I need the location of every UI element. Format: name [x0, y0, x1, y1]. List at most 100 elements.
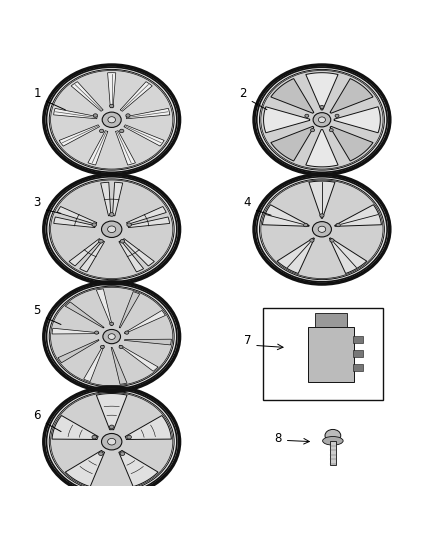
Ellipse shape	[102, 112, 121, 127]
Polygon shape	[119, 345, 158, 371]
Ellipse shape	[110, 213, 114, 216]
Ellipse shape	[261, 70, 383, 169]
Polygon shape	[120, 82, 152, 111]
Ellipse shape	[50, 392, 173, 491]
Polygon shape	[271, 126, 314, 161]
Polygon shape	[108, 72, 116, 108]
Polygon shape	[124, 310, 166, 334]
Ellipse shape	[325, 430, 341, 442]
Polygon shape	[306, 72, 338, 110]
Polygon shape	[84, 345, 104, 382]
Text: 3: 3	[34, 197, 41, 209]
Ellipse shape	[254, 174, 390, 284]
Ellipse shape	[126, 114, 130, 117]
Ellipse shape	[92, 223, 96, 227]
Polygon shape	[124, 125, 164, 146]
Ellipse shape	[254, 65, 390, 174]
Polygon shape	[127, 206, 166, 224]
Polygon shape	[54, 217, 95, 228]
Ellipse shape	[335, 114, 339, 117]
Ellipse shape	[103, 329, 120, 344]
Ellipse shape	[320, 214, 324, 217]
Ellipse shape	[108, 439, 116, 445]
Polygon shape	[65, 302, 104, 328]
Ellipse shape	[108, 226, 116, 232]
Ellipse shape	[313, 112, 331, 127]
Ellipse shape	[311, 128, 314, 132]
Polygon shape	[116, 131, 135, 165]
Ellipse shape	[336, 223, 340, 227]
Ellipse shape	[312, 222, 332, 237]
Ellipse shape	[320, 106, 324, 109]
Ellipse shape	[119, 345, 123, 349]
Text: 5: 5	[34, 304, 41, 317]
Ellipse shape	[110, 322, 114, 325]
Bar	[308, 327, 354, 382]
Polygon shape	[334, 107, 380, 133]
Ellipse shape	[318, 226, 326, 232]
Ellipse shape	[310, 239, 314, 242]
Polygon shape	[119, 450, 158, 487]
Ellipse shape	[329, 128, 333, 132]
Polygon shape	[271, 78, 314, 113]
Ellipse shape	[125, 331, 129, 334]
Ellipse shape	[44, 174, 180, 284]
Polygon shape	[125, 416, 171, 440]
Ellipse shape	[127, 223, 131, 227]
Ellipse shape	[120, 239, 125, 243]
Ellipse shape	[50, 180, 173, 279]
Ellipse shape	[127, 435, 131, 439]
Ellipse shape	[261, 180, 383, 279]
Polygon shape	[119, 292, 140, 328]
Polygon shape	[53, 108, 97, 119]
Polygon shape	[309, 181, 335, 219]
Polygon shape	[128, 217, 170, 228]
Ellipse shape	[304, 223, 308, 227]
Ellipse shape	[318, 117, 325, 123]
Ellipse shape	[92, 435, 96, 439]
Text: 4: 4	[244, 197, 251, 209]
Polygon shape	[119, 241, 144, 272]
Ellipse shape	[120, 129, 124, 133]
Ellipse shape	[108, 117, 116, 123]
Bar	[315, 313, 347, 327]
Ellipse shape	[102, 221, 122, 238]
Polygon shape	[124, 339, 171, 345]
Ellipse shape	[93, 114, 98, 117]
Ellipse shape	[99, 452, 103, 456]
Ellipse shape	[44, 282, 180, 391]
Ellipse shape	[120, 452, 125, 456]
Polygon shape	[52, 328, 99, 334]
Polygon shape	[306, 130, 338, 167]
Text: 8: 8	[275, 432, 282, 445]
Bar	[353, 336, 363, 343]
Polygon shape	[69, 239, 101, 266]
Text: 1: 1	[33, 87, 41, 100]
Ellipse shape	[44, 65, 180, 174]
Ellipse shape	[99, 239, 103, 243]
Ellipse shape	[110, 425, 114, 429]
Polygon shape	[335, 205, 381, 227]
Polygon shape	[111, 348, 127, 384]
Polygon shape	[277, 238, 314, 273]
Ellipse shape	[330, 239, 334, 242]
Polygon shape	[126, 108, 170, 119]
Bar	[353, 364, 363, 370]
Polygon shape	[96, 393, 127, 430]
Polygon shape	[262, 205, 309, 227]
Polygon shape	[329, 238, 367, 273]
Bar	[330, 441, 336, 465]
Polygon shape	[88, 131, 108, 165]
Ellipse shape	[102, 433, 122, 450]
Ellipse shape	[44, 387, 180, 496]
Ellipse shape	[95, 331, 99, 334]
Text: 6: 6	[33, 409, 41, 422]
Polygon shape	[264, 107, 310, 133]
Ellipse shape	[100, 345, 104, 349]
Bar	[353, 350, 363, 357]
Polygon shape	[330, 126, 373, 161]
Polygon shape	[113, 182, 123, 216]
Polygon shape	[52, 416, 98, 440]
Polygon shape	[330, 78, 373, 113]
Polygon shape	[101, 182, 111, 216]
